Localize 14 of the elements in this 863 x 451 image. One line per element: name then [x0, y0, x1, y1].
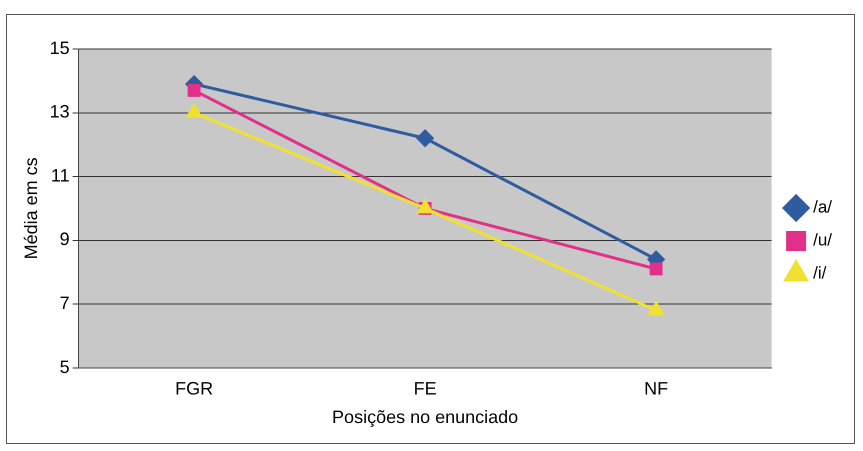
x-tick-label: NF	[644, 378, 668, 399]
legend-label: /i/	[813, 264, 827, 283]
legend-label: /u/	[813, 230, 832, 250]
legend-label: /a/	[813, 198, 832, 217]
y-tick-label: 7	[60, 293, 70, 314]
y-tick-label: 9	[60, 229, 70, 250]
y-tick-label: 5	[60, 356, 70, 377]
y-tick-label: 15	[50, 38, 70, 58]
x-tick-label: FGR	[175, 378, 214, 399]
y-tick-label: 11	[50, 165, 70, 186]
x-axis-title: Posições no enunciado	[332, 407, 518, 428]
y-axis-title: Média em cs	[20, 157, 41, 260]
x-tick-label: FE	[414, 378, 437, 399]
y-tick-label: 13	[50, 102, 70, 122]
